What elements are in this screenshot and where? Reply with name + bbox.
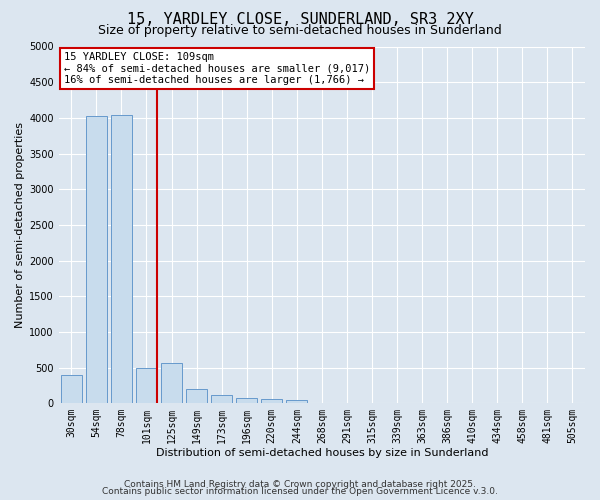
- Y-axis label: Number of semi-detached properties: Number of semi-detached properties: [15, 122, 25, 328]
- Text: Contains public sector information licensed under the Open Government Licence v.: Contains public sector information licen…: [102, 488, 498, 496]
- Bar: [136, 368, 157, 403]
- Bar: [236, 398, 257, 403]
- Bar: [86, 116, 107, 403]
- Text: Size of property relative to semi-detached houses in Sunderland: Size of property relative to semi-detach…: [98, 24, 502, 37]
- X-axis label: Distribution of semi-detached houses by size in Sunderland: Distribution of semi-detached houses by …: [155, 448, 488, 458]
- Text: Contains HM Land Registry data © Crown copyright and database right 2025.: Contains HM Land Registry data © Crown c…: [124, 480, 476, 489]
- Text: 15 YARDLEY CLOSE: 109sqm
← 84% of semi-detached houses are smaller (9,017)
16% o: 15 YARDLEY CLOSE: 109sqm ← 84% of semi-d…: [64, 52, 370, 85]
- Bar: [111, 115, 132, 403]
- Bar: [61, 376, 82, 403]
- Bar: [211, 396, 232, 403]
- Bar: [261, 400, 283, 403]
- Text: 15, YARDLEY CLOSE, SUNDERLAND, SR3 2XY: 15, YARDLEY CLOSE, SUNDERLAND, SR3 2XY: [127, 12, 473, 28]
- Bar: [186, 390, 207, 403]
- Bar: [286, 400, 307, 403]
- Bar: [161, 364, 182, 403]
